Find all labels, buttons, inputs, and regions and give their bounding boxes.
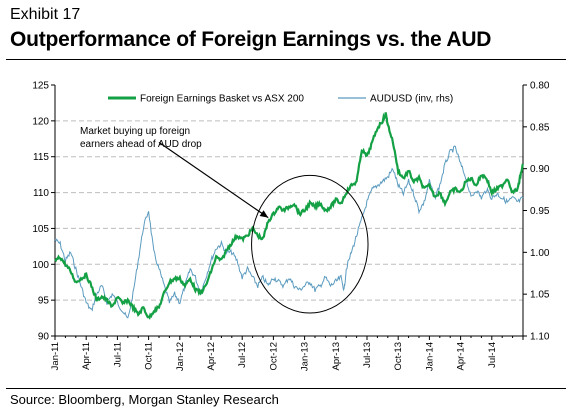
legend-label-audusd: AUDUSD (inv, rhs) bbox=[370, 94, 453, 105]
x-tick-label: Jan-12 bbox=[175, 342, 186, 371]
right-tick-label: 0.85 bbox=[530, 122, 550, 133]
right-tick-label: 0.90 bbox=[530, 164, 550, 175]
x-tick-label: Jan-13 bbox=[300, 342, 311, 371]
annotation-text: earners ahead of AUD drop bbox=[80, 139, 202, 150]
bottom-rule bbox=[6, 388, 566, 389]
x-tick-label: Apr-11 bbox=[81, 342, 92, 370]
annotation-text: Market buying up foreign bbox=[80, 126, 190, 137]
x-tick-label: Jul-11 bbox=[112, 342, 123, 367]
chart-title: Outperformance of Foreign Earnings vs. t… bbox=[10, 28, 492, 51]
annotation-arrow bbox=[158, 141, 269, 219]
left-tick-label: 120 bbox=[32, 116, 49, 127]
x-tick-label: Oct-11 bbox=[144, 342, 155, 370]
exhibit-label: Exhibit 17 bbox=[10, 6, 81, 23]
left-tick-label: 110 bbox=[33, 188, 49, 199]
left-tick-label: 115 bbox=[33, 152, 49, 163]
axes: 90 95 100 105 110 115 120 125 0.80 0.85 0.90 0.95 1.… bbox=[32, 81, 550, 372]
annotation-circle bbox=[251, 174, 369, 314]
annotation: Market buying up foreign earners ahead of… bbox=[80, 126, 369, 314]
top-rule bbox=[6, 59, 566, 60]
right-tick-label: 1.00 bbox=[530, 248, 550, 259]
x-tick-label: Jan-14 bbox=[424, 342, 435, 371]
x-tick-label: Apr-14 bbox=[456, 342, 467, 371]
source-note: Source: Bloomberg, Morgan Stanley Resear… bbox=[10, 392, 279, 407]
gridlines bbox=[55, 120, 523, 301]
series-basket-line bbox=[54, 112, 525, 320]
left-tick-label: 95 bbox=[38, 296, 50, 307]
x-tick-label: Apr-13 bbox=[331, 342, 342, 371]
series-audusd-line bbox=[54, 145, 524, 319]
legend: Foreign Earnings Basket vs ASX 200 AUDUSD… bbox=[108, 94, 453, 105]
right-tick-label: 0.80 bbox=[530, 81, 550, 92]
legend-label-basket: Foreign Earnings Basket vs ASX 200 bbox=[140, 94, 304, 105]
left-tick-label: 90 bbox=[38, 332, 50, 343]
x-tick-label: Oct-12 bbox=[268, 342, 279, 371]
left-tick-label: 125 bbox=[32, 81, 49, 92]
right-tick-label: 0.95 bbox=[530, 206, 550, 217]
x-tick-label: Jul-12 bbox=[237, 342, 248, 368]
x-tick-label: Jul-13 bbox=[362, 342, 373, 368]
annotation-arrowhead bbox=[259, 210, 269, 218]
right-tick-label: 1.05 bbox=[530, 290, 550, 301]
x-tick-label: Jul-14 bbox=[487, 342, 498, 368]
series-layer bbox=[54, 112, 525, 320]
right-tick-label: 1.10 bbox=[530, 332, 550, 343]
left-tick-label: 105 bbox=[32, 224, 49, 235]
x-tick-label: Apr-12 bbox=[206, 342, 217, 371]
x-tick-label: Jan-11 bbox=[50, 342, 61, 370]
left-tick-label: 100 bbox=[32, 260, 49, 271]
x-tick-label: Oct-13 bbox=[393, 342, 404, 371]
